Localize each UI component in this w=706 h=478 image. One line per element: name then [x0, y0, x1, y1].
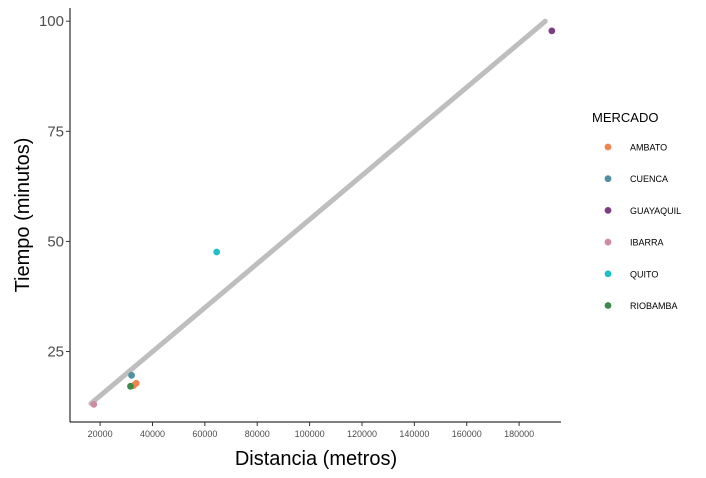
point-guayaquil	[548, 27, 556, 35]
legend: MERCADO AMBATO CUENCA GUAYAQUIL IBARRA QUITO…	[592, 110, 681, 311]
y-ticks: 25 50 75 100	[39, 13, 70, 361]
trend-line	[88, 18, 548, 407]
x-tick-label: 40000	[140, 429, 165, 439]
legend-key-ibarra	[604, 238, 612, 246]
y-axis-title: Tiempo (minutos)	[12, 138, 34, 293]
x-axis-title: Distancia (metros)	[235, 448, 397, 470]
data-points	[90, 27, 556, 408]
point-quito	[213, 248, 221, 256]
legend-key-riobamba	[604, 302, 612, 309]
y-tick-label: 100	[39, 13, 64, 30]
legend-key-ambato	[604, 143, 612, 151]
x-tick-label: 100000	[295, 429, 325, 439]
legend-key-cuenca	[604, 175, 612, 183]
y-tick-label: 25	[47, 344, 64, 361]
x-tick-label: 60000	[192, 429, 217, 439]
point-ibarra	[90, 400, 98, 408]
point-cuenca	[128, 371, 135, 379]
point-riobamba	[127, 382, 134, 390]
x-tick-label: 160000	[452, 429, 482, 439]
legend-label: GUAYAQUIL	[630, 206, 681, 216]
legend-label: QUITO	[630, 269, 658, 279]
legend-title: MERCADO	[592, 110, 658, 125]
legend-label: IBARRA	[630, 238, 664, 248]
x-tick-label: 180000	[504, 429, 534, 439]
x-ticks: 20000 40000 60000 80000 100000 120000 140000 16…	[88, 422, 534, 439]
x-tick-label: 20000	[88, 429, 113, 439]
x-tick-label: 80000	[245, 429, 270, 439]
x-tick-label: 120000	[347, 429, 377, 439]
trend-line-group	[88, 18, 548, 407]
legend-label: AMBATO	[630, 143, 667, 153]
x-tick-label: 140000	[399, 429, 429, 439]
legend-label: RIOBAMBA	[630, 301, 678, 311]
y-tick-label: 75	[47, 123, 64, 140]
legend-label: CUENCA	[630, 174, 668, 184]
legend-key-quito	[604, 270, 612, 278]
legend-key-guayaquil	[604, 207, 612, 214]
y-tick-label: 50	[47, 233, 64, 250]
